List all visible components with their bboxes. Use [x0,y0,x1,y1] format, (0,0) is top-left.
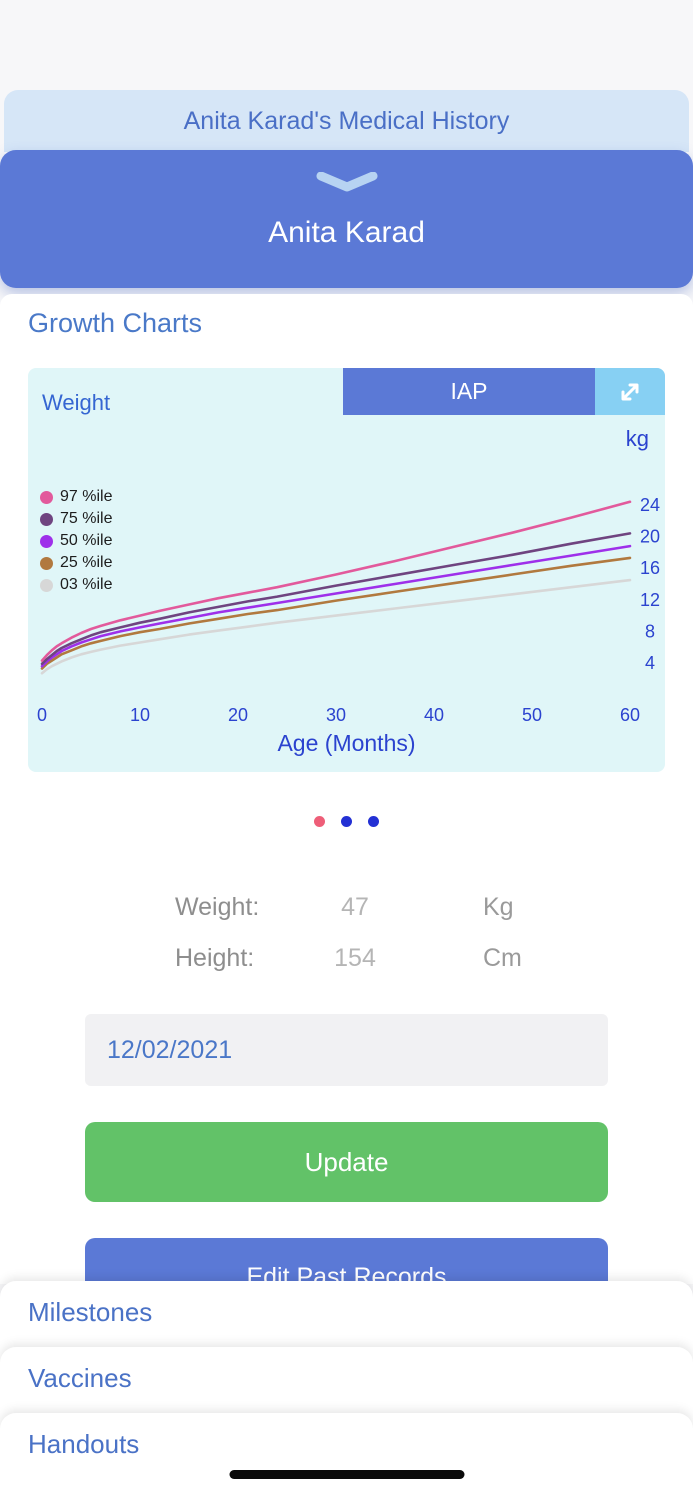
menu-label-vaccines: Vaccines [28,1363,132,1393]
height-unit-label: Cm [483,944,522,972]
y-tick-label: 24 [640,495,660,515]
y-tick-label: 16 [640,558,660,578]
series-line [40,578,632,675]
height-row: Height: 154 Cm [0,944,693,976]
page-title: Anita Karad's Medical History [183,106,510,135]
x-tick-label: 0 [37,705,47,725]
x-axis-title: Age (Months) [277,730,416,756]
patient-name: Anita Karad [268,216,425,249]
y-axis-unit-label: kg [625,426,649,451]
legend-item: 25 %ile [40,552,112,574]
growth-chart-card: 24 20 16 12 8 4 0 10 20 30 40 50 60 Weight IAP kg 97… [28,368,665,772]
chevron-down-icon [316,171,377,192]
height-label: Height: [175,944,255,972]
legend-item: 97 %ile [40,486,112,508]
iap-button[interactable]: IAP [343,368,595,415]
patient-panel: Anita Karad [0,150,693,288]
legend-label: 75 %ile [60,510,113,527]
x-tick-label: 20 [228,705,248,725]
legend-dot-icon [40,556,53,570]
chart-measure-label: Weight [42,390,111,415]
weight-row: Weight: 47 Kg [0,893,693,925]
expand-arrows-icon [621,383,639,400]
x-tick-label: 60 [620,705,640,725]
page-dot-active[interactable] [314,816,325,827]
y-tick-label: 20 [640,527,660,547]
legend-item: 75 %ile [40,508,112,530]
chart-legend: 97 %ile 75 %ile 50 %ile 25 %ile 03 %ile [40,486,112,596]
menu-label-milestones: Milestones [28,1297,153,1327]
series-line [40,500,632,662]
series-line [40,556,632,670]
update-button[interactable]: Update [85,1122,608,1202]
date-input[interactable]: 12/02/2021 [85,1014,608,1086]
page-dot[interactable] [341,816,352,827]
x-tick-label: 10 [130,705,150,725]
page-dot[interactable] [368,816,379,827]
legend-dot-icon [40,578,53,592]
y-tick-label: 4 [645,653,655,673]
menu-card-handouts[interactable]: Handouts [0,1413,693,1500]
legend-dot-icon [40,534,53,548]
weight-value-field[interactable]: 47 [341,893,369,921]
series-line [40,532,632,666]
expand-chart-button[interactable] [595,368,665,415]
legend-dot-icon [40,512,53,526]
weight-label: Weight: [175,893,260,921]
header-bar: Anita Karad's Medical History [4,90,689,152]
legend-label: 25 %ile [60,554,113,571]
menu-label-handouts: Handouts [28,1429,140,1459]
weight-unit-label: Kg [483,893,514,921]
collapse-chevron[interactable] [315,171,379,197]
x-tick-label: 30 [326,705,346,725]
date-value: 12/02/2021 [107,1035,233,1064]
legend-label: 97 %ile [60,488,113,505]
series-line [40,544,632,668]
height-value-field[interactable]: 154 [334,944,376,972]
legend-label: 03 %ile [60,576,113,593]
home-indicator[interactable] [229,1470,464,1479]
section-title-growth-charts: Growth Charts [28,308,203,338]
legend-dot-icon [40,490,53,504]
legend-label: 50 %ile [60,532,113,549]
y-tick-label: 12 [640,590,660,610]
carousel-dots [0,816,693,827]
x-tick-label: 40 [424,705,444,725]
legend-item: 50 %ile [40,530,112,552]
x-tick-label: 50 [522,705,542,725]
y-tick-label: 8 [645,621,655,641]
legend-item: 03 %ile [40,574,112,596]
